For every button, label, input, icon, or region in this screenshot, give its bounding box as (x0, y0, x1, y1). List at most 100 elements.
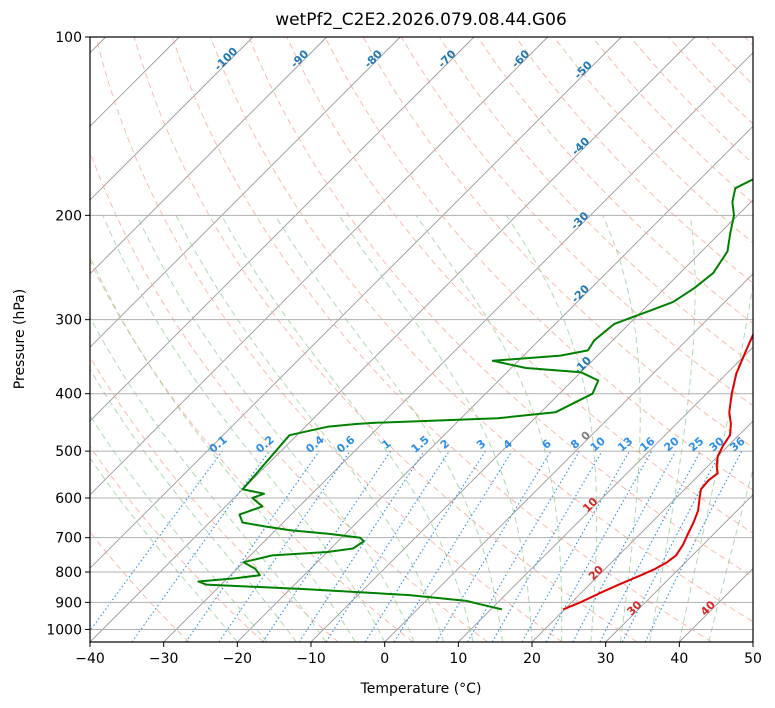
isotherm-line (90, 37, 696, 642)
isotherm-line (457, 346, 753, 642)
x-axis-ticks: −40 −30 −20 −10 0 10 20 30 40 50 (75, 642, 762, 667)
x-tick-label: −10 (296, 651, 326, 667)
plot-frame (89, 36, 754, 643)
dry-adiabat-line (133, 37, 638, 642)
dry-adiabat-line (286, 37, 753, 534)
mixing-ratio-label: 0.1 (207, 433, 230, 455)
y-tick-label: 600 (55, 491, 82, 507)
isotherm-line (90, 37, 475, 422)
isotherm-line (384, 273, 753, 642)
moist-adiabat-line (678, 280, 753, 642)
mixing-ratio-label: 0.4 (303, 433, 327, 456)
y-tick-label: 400 (55, 387, 82, 403)
mixing-ratio-label: 8 (568, 437, 582, 452)
mixing-ratio-line (325, 450, 450, 642)
mixing-ratio-line (572, 450, 677, 642)
mixing-ratio-line (218, 450, 351, 642)
y-tick-label: 100 (55, 30, 82, 46)
dry-adiabat-line (95, 37, 563, 642)
temperature-profile-line (562, 332, 753, 611)
moist-adiabat-line (649, 215, 696, 642)
mixing-ratio-line (185, 450, 320, 642)
dewpoint-profile-line (197, 178, 753, 611)
isotherm-line (90, 37, 328, 275)
isotherm-label: -90 (288, 47, 311, 70)
isotherm-line (163, 52, 753, 642)
mixing-ratio-line (599, 450, 701, 642)
x-axis-label: Temperature (°C) (360, 681, 482, 697)
dry-adiabat-line (210, 37, 753, 623)
isotherm-line (90, 37, 254, 201)
isotherm-label: -100 (212, 44, 241, 73)
moist-adiabat-line (90, 414, 268, 642)
mixing-ratio-line (644, 450, 743, 642)
pressure-grid-lines (90, 37, 753, 630)
x-tick-label: 10 (449, 651, 467, 667)
mixing-ratio-label: 1 (379, 437, 393, 452)
isotherm-label: 40 (698, 598, 718, 618)
isotherm-label: 30 (624, 598, 644, 618)
dry-adiabat-line (553, 37, 753, 244)
isotherm-line (90, 37, 401, 348)
x-tick-label: 20 (523, 651, 541, 667)
dry-adiabat-line (90, 445, 264, 642)
sounding-profiles (197, 178, 753, 611)
dry-adiabat-line (248, 37, 753, 578)
dry-adiabat-line (90, 150, 488, 642)
isotherm-label: -50 (572, 58, 595, 81)
mixing-ratio-line (545, 450, 653, 642)
y-tick-label: 900 (55, 595, 82, 611)
moist-adiabat-line (90, 316, 327, 642)
mixing-ratio-label: 3 (474, 437, 488, 452)
mixing-ratio-lines (90, 450, 743, 642)
dry-adiabat-line (668, 37, 753, 125)
moist-adiabat-line (602, 215, 641, 642)
mixing-ratio-line (262, 450, 392, 642)
moist-adiabat-line (708, 467, 753, 642)
x-tick-label: −30 (149, 651, 179, 667)
dry-adiabat-line (706, 37, 753, 86)
mixing-ratio-label: 1.5 (409, 433, 432, 455)
mixing-ratio-line (435, 450, 552, 642)
mixing-ratio-line (521, 450, 630, 642)
moist-adiabat-line (338, 215, 533, 642)
isotherm-line (531, 420, 753, 642)
x-tick-label: 40 (670, 651, 688, 667)
moist-adiabat-line (274, 215, 503, 642)
isotherm-label: -80 (362, 47, 385, 70)
isotherm-label: -20 (569, 282, 592, 305)
mixing-ratio-line (393, 450, 513, 642)
mixing-ratio-line (467, 450, 580, 642)
moist-adiabat-line (175, 215, 445, 642)
isotherm-line (236, 125, 753, 642)
y-tick-label: 800 (55, 565, 82, 581)
mixing-ratio-label: 0.6 (334, 433, 358, 456)
dry-adiabat-lines (90, 37, 753, 642)
y-tick-label: 700 (55, 531, 82, 547)
isotherm-label: -40 (569, 135, 592, 158)
dry-adiabat-line (90, 356, 339, 642)
chart-title: wetPf2_C2E2.2026.079.08.44.G06 (275, 10, 567, 30)
y-tick-label: 200 (55, 208, 82, 224)
isotherm-label: -30 (568, 209, 591, 232)
isotherm-line (752, 641, 753, 642)
isotherm-line (310, 199, 753, 642)
mixing-ratio-label: 0.2 (253, 433, 276, 455)
mixing-ratio-label: 2 (438, 437, 452, 452)
y-axis-label: Pressure (hPa) (12, 289, 28, 389)
y-tick-label: 500 (55, 444, 82, 460)
x-tick-label: −20 (223, 651, 253, 667)
x-tick-label: 0 (380, 651, 389, 667)
x-tick-label: 30 (597, 651, 615, 667)
dry-adiabat-line (90, 259, 414, 642)
dry-adiabat-line (744, 37, 753, 47)
moist-adiabat-line (221, 215, 474, 642)
mixing-ratio-line (298, 450, 425, 642)
isotherm-line (90, 37, 622, 569)
isotherm-line (605, 494, 753, 642)
mixing-ratio-line (131, 450, 270, 642)
dry-adiabat-line (171, 37, 712, 642)
isotherm-lines (90, 37, 753, 642)
y-tick-label: 300 (55, 313, 82, 329)
